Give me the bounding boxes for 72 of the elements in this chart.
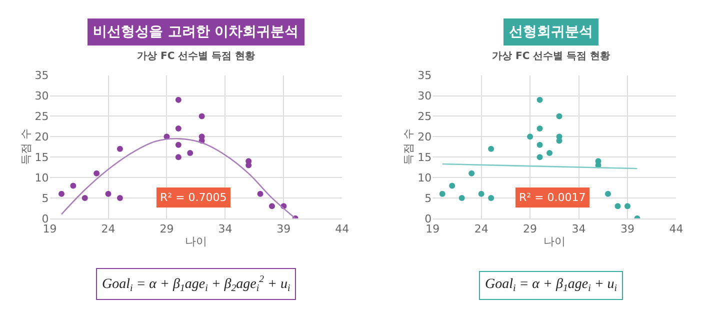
x-tick-label: 29 bbox=[160, 222, 174, 236]
y-tick-label: 5 bbox=[42, 192, 49, 205]
y-tick-label: 25 bbox=[418, 110, 432, 124]
y-tick-label: 35 bbox=[418, 69, 432, 82]
point bbox=[198, 113, 205, 120]
point bbox=[604, 190, 611, 197]
x-tick-label: 24 bbox=[474, 222, 488, 236]
x-tick-label: 44 bbox=[335, 222, 350, 236]
x-axis-title: 나이 bbox=[184, 234, 207, 248]
y-tick-label: 25 bbox=[34, 110, 49, 124]
point bbox=[449, 182, 456, 189]
point bbox=[439, 190, 446, 197]
point bbox=[468, 170, 475, 176]
x-tick-label: 29 bbox=[523, 222, 538, 236]
y-tick-label: 30 bbox=[418, 90, 432, 103]
point bbox=[70, 182, 76, 189]
y-tick-label: 0 bbox=[42, 212, 49, 226]
point bbox=[527, 134, 534, 140]
point bbox=[268, 203, 275, 210]
chart-title: 비선형성을 고려한 이차회귀분석 bbox=[93, 24, 299, 40]
x-tick-label: 39 bbox=[620, 222, 634, 236]
y-axis-title: 득점 수 bbox=[402, 128, 416, 166]
point bbox=[536, 154, 543, 160]
point bbox=[116, 194, 123, 201]
point bbox=[624, 203, 630, 210]
y-tick-label: 35 bbox=[34, 69, 49, 82]
y-tick-label: 10 bbox=[34, 171, 49, 184]
annotation: R² = 0.0017 bbox=[519, 191, 586, 204]
point bbox=[175, 125, 182, 132]
point bbox=[116, 146, 123, 152]
point bbox=[488, 194, 494, 201]
text: Goal$_{i}$ = α + β$_{1}$age$_{i}$ + β$_{2}$age$_{i}$$^{2}$ + u$_{i}$ bbox=[102, 274, 290, 294]
point bbox=[187, 150, 194, 156]
y-tick-label: 15 bbox=[34, 150, 49, 164]
text: Goal$_{i}$ = α + β$_{1}$age$_{i}$ + u$_{i}$ bbox=[485, 277, 618, 294]
chart-subtitle: 가상 FC 선수별 득점 현황 bbox=[492, 51, 610, 62]
point bbox=[175, 142, 182, 148]
point bbox=[257, 190, 264, 197]
x-tick-label: 24 bbox=[101, 222, 116, 236]
point bbox=[478, 190, 484, 197]
y-axis-title: 득점 수 bbox=[19, 128, 32, 166]
y-tick-label: 20 bbox=[34, 130, 49, 144]
point bbox=[82, 194, 88, 201]
y-tick-label: 30 bbox=[34, 90, 49, 103]
y-tick-label: 5 bbox=[424, 192, 432, 205]
point bbox=[94, 170, 100, 176]
x-tick-label: 19 bbox=[426, 222, 440, 236]
point bbox=[556, 113, 562, 120]
chart-title: 선형회귀분석 bbox=[509, 24, 593, 40]
y-tick-label: 20 bbox=[418, 130, 432, 144]
y-tick-label: 15 bbox=[418, 150, 432, 164]
point bbox=[105, 190, 112, 197]
x-tick-label: 44 bbox=[669, 222, 684, 236]
annotation: R² = 0.7005 bbox=[160, 191, 227, 204]
point bbox=[458, 194, 465, 201]
chart-subtitle: 가상 FC 선수별 득점 현황 bbox=[137, 51, 256, 62]
x-tick-label: 34 bbox=[572, 222, 586, 236]
point bbox=[614, 203, 621, 210]
x-axis-title: 나이 bbox=[543, 234, 566, 248]
point bbox=[58, 190, 64, 197]
x-tick-label: 39 bbox=[276, 222, 291, 236]
point bbox=[536, 125, 543, 132]
point bbox=[536, 142, 543, 148]
y-tick-label: 10 bbox=[418, 171, 432, 184]
y-tick-label: 0 bbox=[424, 212, 432, 226]
point bbox=[488, 146, 494, 152]
point bbox=[546, 150, 553, 156]
point bbox=[175, 154, 182, 160]
x-tick-label: 34 bbox=[218, 222, 232, 236]
point bbox=[175, 96, 182, 103]
x-tick-label: 19 bbox=[42, 222, 57, 236]
point bbox=[536, 96, 543, 103]
